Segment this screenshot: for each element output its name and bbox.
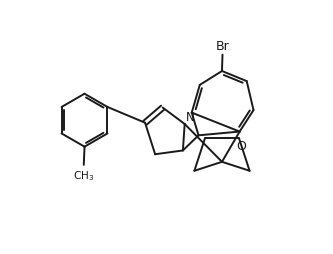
Text: O: O xyxy=(236,139,246,152)
Text: N: N xyxy=(186,110,194,123)
Text: Br: Br xyxy=(216,40,229,53)
Text: CH$_3$: CH$_3$ xyxy=(73,168,94,182)
